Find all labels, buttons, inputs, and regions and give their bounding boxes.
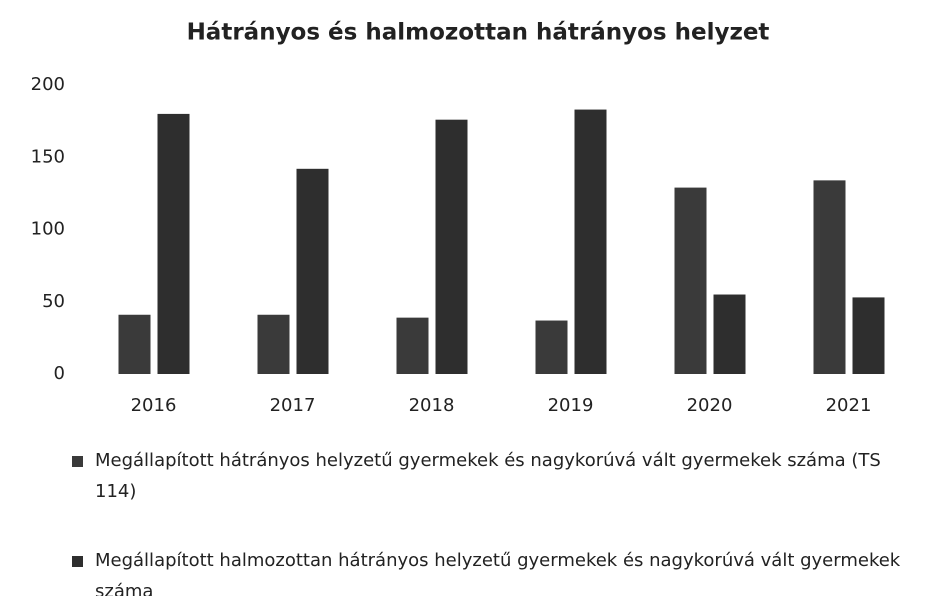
x-tick-label: 2021 [826,395,872,416]
legend-swatch [72,456,83,467]
x-tick-label: 2020 [687,395,733,416]
bar [435,119,468,375]
legend-label: Megállapított hátrányos helyzetű gyermek… [95,450,881,502]
bar [257,314,290,374]
legend-item: Megállapított halmozottan hátrányos hely… [72,545,902,596]
x-tick-label: 2018 [409,395,455,416]
x-tick-label: 2017 [270,395,316,416]
bar [674,187,707,374]
x-tick-label: 2019 [548,395,594,416]
x-tick-label: 2016 [131,395,177,416]
legend-label: Megállapított halmozottan hátrányos hely… [95,550,901,596]
chart: Hátrányos és halmozottan hátrányos helyz… [31,20,885,416]
bar [296,168,329,374]
bar [535,320,568,374]
legend-item: Megállapított hátrányos helyzetű gyermek… [72,445,902,507]
bar [157,113,190,375]
y-tick-label: 200 [31,74,65,95]
bar [118,314,151,374]
y-tick-label: 0 [54,363,65,384]
y-tick-label: 150 [31,146,65,167]
y-tick-label: 50 [42,291,65,312]
bar [574,109,607,374]
bar [813,180,846,374]
legend-swatch [72,556,83,567]
y-tick-label: 100 [31,219,65,240]
bar [852,297,885,374]
bar [396,317,429,374]
bar [713,294,746,374]
chart-title: Hátrányos és halmozottan hátrányos helyz… [187,20,770,46]
